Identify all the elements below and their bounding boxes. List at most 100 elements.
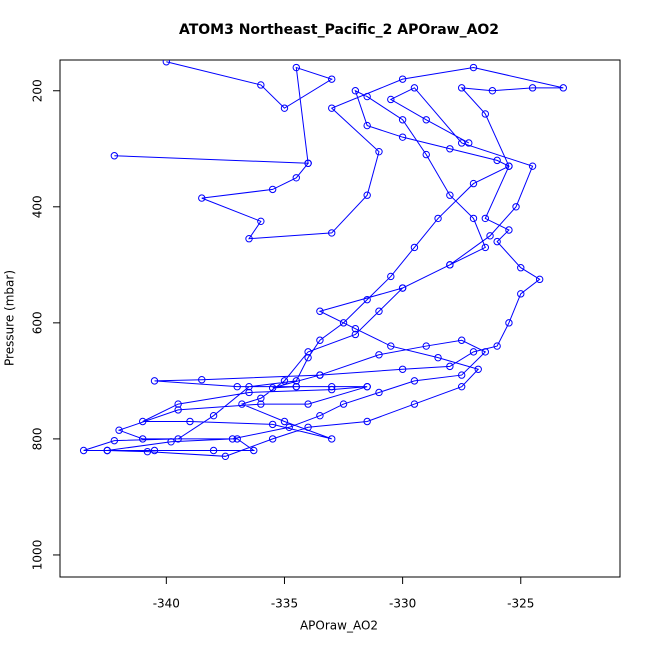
data-point xyxy=(375,388,383,397)
data-point xyxy=(363,92,371,101)
data-point xyxy=(328,385,336,394)
data-point xyxy=(457,371,466,379)
data-point xyxy=(238,400,246,408)
data-point xyxy=(316,371,324,379)
data-point xyxy=(434,214,442,223)
data-point xyxy=(257,394,265,402)
data-point xyxy=(517,290,525,298)
data-point xyxy=(280,104,289,112)
data-point xyxy=(457,84,466,92)
data-point xyxy=(351,330,360,339)
y-tick-label: 1000 xyxy=(31,540,45,571)
data-point xyxy=(422,342,430,350)
data-point xyxy=(387,95,395,104)
data-point xyxy=(285,423,293,431)
data-point xyxy=(198,194,206,202)
data-line xyxy=(83,61,564,457)
x-axis-label: APOraw_AO2 xyxy=(300,619,378,633)
data-point xyxy=(250,446,258,455)
data-point xyxy=(469,348,478,356)
data-point xyxy=(268,420,277,429)
data-point xyxy=(268,435,277,443)
data-point xyxy=(268,384,277,392)
data-point xyxy=(512,203,520,211)
data-point xyxy=(481,243,490,252)
data-point xyxy=(228,435,237,443)
data-point xyxy=(328,382,336,391)
data-point xyxy=(387,272,395,281)
data-point xyxy=(316,411,324,420)
data-point xyxy=(446,362,454,371)
data-point xyxy=(486,232,494,240)
data-point xyxy=(410,243,419,252)
data-point xyxy=(174,400,182,408)
data-point xyxy=(167,438,175,446)
data-point xyxy=(410,377,419,385)
data-point xyxy=(257,217,265,226)
data-point xyxy=(328,229,336,237)
data-point xyxy=(457,139,466,147)
data-point xyxy=(481,348,490,356)
y-tick-label: 200 xyxy=(31,79,45,102)
data-point xyxy=(422,116,430,124)
data-point xyxy=(328,435,336,443)
data-point xyxy=(363,295,371,304)
data-point xyxy=(528,162,537,170)
x-tick-label: -335 xyxy=(271,597,298,611)
data-point xyxy=(469,63,478,72)
data-point xyxy=(410,400,419,408)
data-point xyxy=(245,388,253,397)
data-point xyxy=(493,237,501,246)
data-point xyxy=(304,423,312,431)
data-point xyxy=(351,87,360,95)
data-point xyxy=(398,284,407,292)
data-point xyxy=(446,261,454,269)
data-point xyxy=(493,342,501,350)
data-point xyxy=(139,417,147,426)
data-point xyxy=(316,307,324,315)
data-point xyxy=(410,84,419,92)
data-point xyxy=(434,353,442,362)
data-point xyxy=(186,417,194,426)
y-tick-label: 600 xyxy=(31,311,45,334)
data-point xyxy=(110,152,119,160)
data-point xyxy=(446,145,454,153)
data-point xyxy=(363,417,371,426)
chart-title: ATOM3 Northeast_Pacific_2 APOraw_AO2 xyxy=(179,22,499,38)
data-point xyxy=(257,81,265,89)
data-point xyxy=(505,162,513,170)
data-point xyxy=(209,446,218,455)
data-point xyxy=(292,382,300,391)
data-point xyxy=(280,377,289,385)
data-point xyxy=(292,377,300,385)
data-point xyxy=(465,139,473,147)
data-point xyxy=(387,342,395,350)
data-point xyxy=(398,75,407,83)
x-tick-label: -340 xyxy=(153,597,180,611)
data-point xyxy=(0,125,3,131)
y-tick-label: 800 xyxy=(31,427,45,450)
data-point xyxy=(268,185,277,194)
data-point xyxy=(209,411,218,420)
data-point xyxy=(245,235,253,243)
data-point xyxy=(398,365,407,373)
plot-area xyxy=(0,60,567,461)
data-point xyxy=(351,324,360,333)
data-point xyxy=(339,319,348,327)
data-point xyxy=(174,406,182,414)
data-point xyxy=(139,435,147,443)
data-point xyxy=(304,159,312,167)
data-point xyxy=(79,446,88,455)
data-point xyxy=(493,156,501,165)
data-point xyxy=(375,351,383,359)
data-point xyxy=(469,214,478,223)
data-point xyxy=(398,116,407,124)
data-point xyxy=(398,133,407,141)
data-point xyxy=(257,400,265,408)
data-point xyxy=(304,400,312,408)
data-point xyxy=(292,63,300,72)
data-point xyxy=(292,174,300,182)
data-point xyxy=(328,104,336,112)
data-point xyxy=(115,426,123,434)
data-point xyxy=(162,60,171,66)
